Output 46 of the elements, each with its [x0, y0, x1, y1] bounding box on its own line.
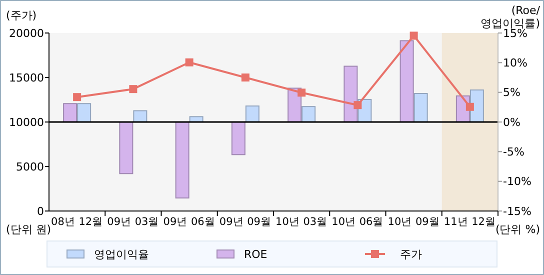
y-tick-label: 15000: [9, 71, 44, 84]
point: [410, 32, 418, 40]
point: [466, 102, 474, 111]
text: (단위 %): [495, 223, 540, 236]
y2-axis-title: (Roe/ 영업이익률): [480, 4, 540, 30]
x-tick-label: 11년 12월: [444, 216, 496, 228]
legend-label: ROE: [244, 248, 268, 261]
x-tick-label: 08년 12월: [51, 216, 104, 228]
text: (단위 원): [6, 223, 52, 236]
bar: [414, 93, 428, 122]
y2-tick-label: -5%: [503, 146, 524, 159]
y2-tick-label: 5%: [503, 86, 520, 100]
y-tick-label: 20000: [9, 26, 44, 40]
point: [73, 93, 82, 102]
y-tick-label: 5000: [16, 160, 44, 174]
y-tick-label: 0: [37, 204, 44, 218]
x-tick-label: 09년 06월: [163, 216, 216, 228]
point: [354, 101, 362, 110]
x-tick-label: 10년 03월: [276, 216, 328, 228]
y2-tick-label: -15%: [503, 204, 532, 218]
y-axis-title: (주가): [6, 9, 37, 22]
y2-tick-label: -10%: [503, 175, 532, 188]
bar: [77, 103, 92, 122]
point: [298, 88, 306, 97]
y2-tick-label: 10%: [503, 56, 528, 70]
bar: [119, 122, 134, 174]
x-tick-label: 10년 06월: [332, 216, 384, 228]
x-tick-label: 09년 03월: [107, 216, 160, 228]
point: [185, 58, 194, 66]
point: [241, 74, 250, 82]
bar: [470, 89, 484, 122]
legend-label: 주가: [400, 248, 422, 261]
bar: [400, 40, 414, 122]
bar: [133, 110, 148, 122]
bar: [231, 122, 246, 156]
y2-tick-label: 0%: [503, 116, 520, 129]
legend-label: 영업이익율: [94, 248, 149, 261]
bar: [344, 66, 358, 122]
bar: [302, 106, 316, 122]
y-tick-label: 10000: [9, 116, 44, 129]
point: [129, 85, 138, 94]
x-tick-label: 10년 09월: [388, 216, 440, 228]
x-tick-label: 09년 09월: [219, 216, 272, 228]
bar: [63, 103, 78, 122]
bar: [175, 122, 190, 198]
bar: [245, 105, 260, 122]
